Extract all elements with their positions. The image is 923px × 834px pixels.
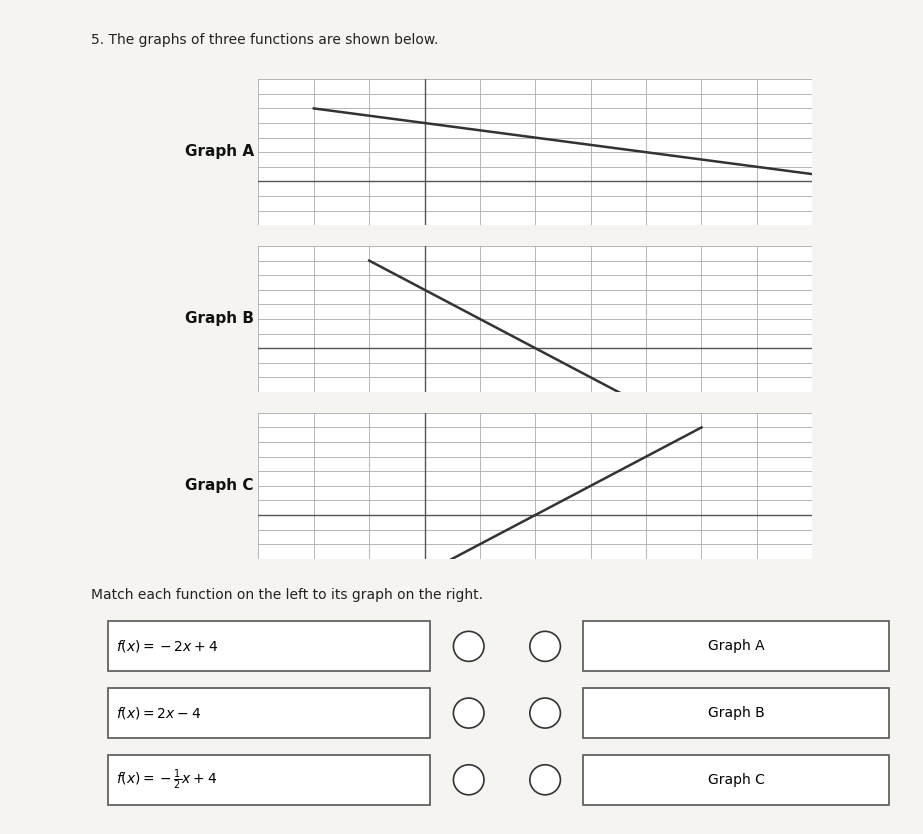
FancyBboxPatch shape	[108, 621, 430, 671]
Circle shape	[530, 765, 560, 795]
Circle shape	[530, 631, 560, 661]
Circle shape	[453, 698, 484, 728]
Text: 5. The graphs of three functions are shown below.: 5. The graphs of three functions are sho…	[90, 33, 438, 48]
Text: Match each function on the left to its graph on the right.: Match each function on the left to its g…	[90, 588, 483, 602]
FancyBboxPatch shape	[108, 755, 430, 805]
Text: $f(x) = -2x + 4$: $f(x) = -2x + 4$	[116, 638, 219, 655]
Text: Graph B: Graph B	[185, 311, 254, 326]
FancyBboxPatch shape	[583, 621, 889, 671]
Text: $f(x) = -\frac{1}{2}x + 4$: $f(x) = -\frac{1}{2}x + 4$	[116, 767, 218, 792]
Text: Graph C: Graph C	[708, 773, 764, 786]
Circle shape	[453, 765, 484, 795]
Circle shape	[453, 631, 484, 661]
Text: Graph A: Graph A	[185, 144, 254, 159]
Text: $f(x) = 2x - 4$: $f(x) = 2x - 4$	[116, 705, 201, 721]
Text: Graph B: Graph B	[708, 706, 764, 720]
FancyBboxPatch shape	[108, 688, 430, 738]
Text: Graph C: Graph C	[186, 478, 254, 493]
FancyBboxPatch shape	[583, 688, 889, 738]
Circle shape	[530, 698, 560, 728]
Text: Graph A: Graph A	[708, 640, 764, 653]
FancyBboxPatch shape	[583, 755, 889, 805]
